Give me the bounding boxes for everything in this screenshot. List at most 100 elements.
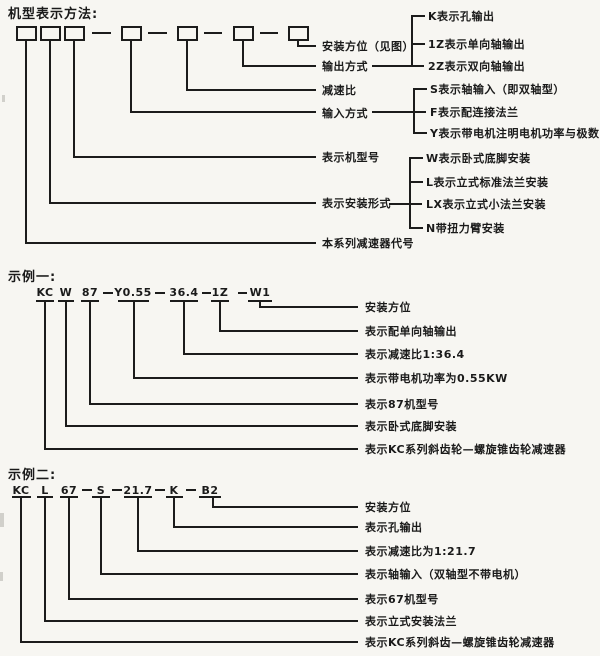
field-label-model-size: 表示机型号 [322, 151, 380, 164]
connector-line [389, 203, 422, 205]
connector-line [130, 111, 316, 113]
connector-line [100, 496, 102, 575]
ex1-code-item: 87 [81, 286, 99, 299]
connector-line [415, 132, 427, 134]
ex2-label-orientation: 安装方位 [365, 501, 411, 514]
code-box-ratio [177, 26, 198, 41]
connector-line [411, 227, 423, 229]
connector-line [260, 32, 278, 34]
field-label-ratio: 减速比 [322, 84, 357, 97]
code-box-model-size [64, 26, 85, 41]
connector-line [44, 496, 46, 622]
connector-line [103, 292, 113, 294]
connector-line [259, 306, 358, 308]
connector-line [20, 496, 22, 643]
ex1-label-motor-power: 表示带电机功率为0.55KW [365, 372, 508, 385]
connector-line [202, 292, 211, 294]
connector-line [89, 403, 358, 405]
ex2-label-output: 表示孔输出 [365, 521, 423, 534]
connector-line [155, 489, 165, 491]
ex2-code-item: B2 [201, 484, 219, 497]
field-label-series-code: 本系列减速器代号 [322, 237, 414, 250]
connector-line [297, 41, 299, 47]
connector-line [44, 620, 358, 622]
connector-line [372, 111, 426, 113]
connector-line [92, 32, 111, 34]
option-mount-std-flange: L表示立式标准法兰安装 [426, 176, 549, 189]
connector-line [259, 300, 261, 308]
ex2-code-item: K [169, 484, 179, 497]
ex1-label-orientation: 安装方位 [365, 301, 411, 314]
option-mount-small-flange: LX表示立式小法兰安装 [426, 198, 546, 211]
connector-line [100, 573, 358, 575]
connector-line [130, 41, 132, 113]
ex2-code-item: S [96, 484, 106, 497]
connector-line [372, 65, 424, 67]
connector-line [20, 641, 358, 643]
ex1-label-series: 表示KC系列斜齿轮—螺旋锥齿轮减速器 [365, 443, 567, 456]
connector-line [219, 300, 221, 332]
example1-title: 示例一: [8, 270, 57, 285]
connector-line [173, 526, 358, 528]
ex2-label-mount: 表示立式安装法兰 [365, 615, 457, 628]
connector-line [137, 550, 358, 552]
field-label-output-mode: 输出方式 [322, 60, 368, 73]
ex2-code-item: 21.7 [123, 484, 153, 497]
scan-artifact [2, 95, 5, 102]
option-output-single-shaft: 1Z表示单向轴输出 [428, 38, 526, 51]
connector-line [297, 45, 316, 47]
ex2-label-input: 表示轴输入（双轴型不带电机） [365, 568, 526, 581]
connector-line [73, 41, 75, 158]
field-label-orientation: 安装方位（见图） [322, 40, 414, 53]
ex2-label-series: 表示KC系列斜齿—螺旋锥齿轮减速器 [365, 636, 555, 649]
ex2-code-item: KC [12, 484, 30, 497]
connector-line [204, 32, 222, 34]
option-output-double-shaft: 2Z表示双向轴输出 [428, 60, 526, 73]
option-output-hole: K表示孔输出 [428, 10, 495, 23]
option-input-motor: Y表示带电机注明电机功率与极数 [430, 127, 600, 140]
field-label-input-mode: 输入方式 [322, 107, 368, 120]
ex1-label-ratio: 表示减速比1:36.4 [365, 348, 465, 361]
connector-line [242, 65, 316, 67]
connector-line [409, 157, 411, 229]
connector-line [238, 292, 247, 294]
connector-line [413, 15, 425, 17]
connector-line [199, 496, 221, 498]
connector-line [212, 506, 358, 508]
example2-title: 示例二: [8, 468, 57, 483]
connector-line [219, 330, 358, 332]
connector-line [89, 300, 91, 405]
connector-line [44, 448, 358, 450]
ex1-code-item: W [59, 286, 73, 299]
connector-line [112, 489, 122, 491]
connector-line [183, 300, 185, 355]
connector-line [173, 496, 175, 528]
connector-line [25, 41, 27, 244]
connector-line [155, 292, 165, 294]
code-box-orientation [288, 26, 309, 41]
option-input-flange: F表示配连接法兰 [430, 106, 519, 119]
code-box-mount-form [40, 26, 61, 41]
connector-line [411, 157, 423, 159]
connector-line [186, 89, 316, 91]
connector-line [242, 41, 244, 67]
connector-line [186, 489, 196, 491]
connector-line [65, 425, 358, 427]
ex2-code-item: L [41, 484, 49, 497]
connector-line [68, 496, 70, 600]
page-title: 机型表示方法: [8, 7, 99, 22]
connector-line [212, 496, 214, 508]
connector-line [183, 353, 358, 355]
option-input-shaft: S表示轴输入（即双轴型） [430, 83, 565, 96]
ex2-label-ratio: 表示减速比为1:21.7 [365, 545, 477, 558]
connector-line [73, 156, 316, 158]
connector-line [44, 300, 46, 449]
connector-line [137, 496, 139, 552]
option-mount-torque-arm: N带扭力臂安装 [426, 222, 505, 235]
connector-line [186, 41, 188, 91]
connector-line [68, 598, 358, 600]
ex1-label-model-size: 表示87机型号 [365, 398, 439, 411]
ex2-code-item: 67 [60, 484, 78, 497]
ex2-label-model-size: 表示67机型号 [365, 593, 439, 606]
ex1-code-item: Y0.55 [114, 286, 152, 299]
